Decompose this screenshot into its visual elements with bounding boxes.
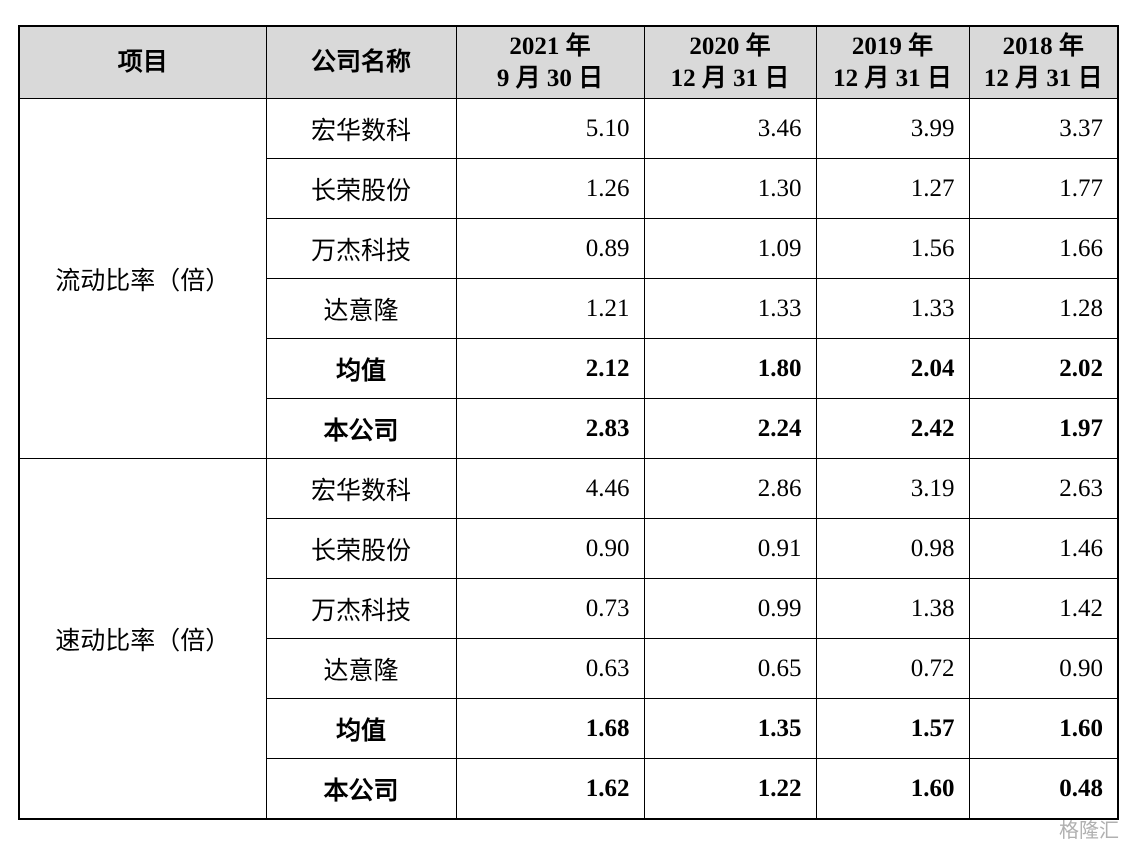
- value-cell: 1.38: [815, 578, 970, 639]
- value-cell: 1.56: [815, 218, 970, 279]
- value-cell: 2.86: [643, 458, 817, 519]
- value-cell: 1.42: [968, 578, 1119, 639]
- value-cell: 2.63: [968, 458, 1119, 519]
- company-name: 均值: [265, 698, 457, 759]
- value-cell: 0.90: [455, 518, 645, 579]
- data-row: 均值 2.12 1.80 2.04 2.02: [19, 338, 1119, 399]
- value-cell: 3.46: [643, 98, 817, 159]
- value-cell: 1.60: [815, 758, 970, 820]
- header-text: 公司名称: [310, 48, 411, 76]
- company-name: 均值: [265, 338, 457, 399]
- value-cell: 1.62: [455, 758, 645, 820]
- value-cell: 1.80: [643, 338, 817, 399]
- value-cell: 2.04: [815, 338, 970, 399]
- group-label: 流动比率（倍）: [18, 98, 267, 459]
- data-row: 本公司 1.62 1.22 1.60 0.48: [19, 758, 1119, 820]
- company-name: 宏华数科: [265, 458, 457, 519]
- value-cell: 1.66: [968, 218, 1119, 279]
- value-cell: 0.98: [815, 518, 970, 579]
- value-cell: 1.35: [643, 698, 817, 759]
- value-cell: 0.65: [643, 638, 817, 699]
- data-row: 万杰科技 0.73 0.99 1.38 1.42: [19, 578, 1119, 639]
- company-name: 达意隆: [265, 278, 457, 339]
- value-cell: 4.46: [455, 458, 645, 519]
- value-cell: 1.22: [643, 758, 817, 820]
- value-cell: 1.60: [968, 698, 1119, 759]
- value-cell: 1.09: [643, 218, 817, 279]
- header-text: 2018 年: [1002, 32, 1084, 60]
- value-cell: 2.02: [968, 338, 1119, 399]
- data-row: 万杰科技 0.89 1.09 1.56 1.66: [19, 218, 1119, 279]
- value-cell: 0.63: [455, 638, 645, 699]
- value-cell: 0.91: [643, 518, 817, 579]
- company-name: 本公司: [265, 398, 457, 459]
- header-text: 2020 年: [689, 32, 771, 60]
- value-cell: 0.90: [968, 638, 1119, 699]
- value-cell: 1.57: [815, 698, 970, 759]
- header-text: 2019 年: [851, 32, 934, 60]
- header-cell: 2019 年 12 月 31 日: [815, 25, 970, 99]
- company-name: 宏华数科: [265, 98, 457, 159]
- value-cell: 1.26: [455, 158, 645, 219]
- data-row: 速动比率（倍） 宏华数科 4.46 2.86 3.19 2.63: [18, 458, 1119, 820]
- group-label: 速动比率（倍）: [18, 458, 267, 820]
- header-text: 9 月 30 日: [496, 64, 604, 92]
- value-cell: 1.68: [455, 698, 645, 759]
- value-cell: 1.27: [815, 158, 970, 219]
- value-cell: 1.30: [643, 158, 817, 219]
- value-cell: 3.19: [815, 458, 970, 519]
- data-row: 达意隆 0.63 0.65 0.72 0.90: [19, 638, 1119, 699]
- value-cell: 0.73: [455, 578, 645, 639]
- header-text: 2021 年: [509, 32, 591, 60]
- data-row: 流动比率（倍） 宏华数科 5.10 3.46 3.99 3.37: [18, 98, 1119, 459]
- value-cell: 0.89: [455, 218, 645, 279]
- header-cell: 项目: [18, 25, 267, 99]
- company-name: 长荣股份: [265, 518, 457, 579]
- data-row: 本公司 2.83 2.24 2.42 1.97: [19, 398, 1119, 459]
- header-text: 项目: [117, 48, 168, 76]
- value-cell: 3.99: [815, 98, 970, 159]
- data-row: 均值 1.68 1.35 1.57 1.60: [19, 698, 1119, 759]
- data-row: 达意隆 1.21 1.33 1.33 1.28: [19, 278, 1119, 339]
- value-cell: 1.21: [455, 278, 645, 339]
- value-cell: 1.28: [968, 278, 1119, 339]
- value-cell: 2.24: [643, 398, 817, 459]
- header-text: 12 月 31 日: [670, 64, 790, 92]
- value-cell: 5.10: [455, 98, 645, 159]
- header-cell: 2021 年 9 月 30 日: [455, 25, 645, 99]
- value-cell: 2.42: [815, 398, 970, 459]
- value-cell: 1.97: [968, 398, 1119, 459]
- header-cell: 公司名称: [265, 25, 457, 99]
- company-name: 达意隆: [265, 638, 457, 699]
- value-cell: 3.37: [968, 98, 1119, 159]
- company-name: 长荣股份: [265, 158, 457, 219]
- value-cell: 1.77: [968, 158, 1119, 219]
- header-cell: 2020 年 12 月 31 日: [643, 25, 817, 99]
- header-text: 12 月 31 日: [833, 64, 952, 92]
- company-name: 万杰科技: [265, 218, 457, 279]
- value-cell: 0.48: [968, 758, 1119, 820]
- value-cell: 1.46: [968, 518, 1119, 579]
- header-cell: 2018 年 12 月 31 日: [968, 25, 1119, 99]
- value-cell: 1.33: [643, 278, 817, 339]
- company-name: 万杰科技: [265, 578, 457, 639]
- header-text: 12 月 31 日: [983, 64, 1103, 92]
- value-cell: 1.33: [815, 278, 970, 339]
- value-cell: 2.83: [455, 398, 645, 459]
- value-cell: 0.72: [815, 638, 970, 699]
- value-cell: 0.99: [643, 578, 817, 639]
- data-row: 长荣股份 0.90 0.91 0.98 1.46: [19, 518, 1119, 579]
- watermark: 格隆汇: [1059, 818, 1119, 842]
- value-cell: 2.12: [455, 338, 645, 399]
- company-name: 本公司: [265, 758, 457, 820]
